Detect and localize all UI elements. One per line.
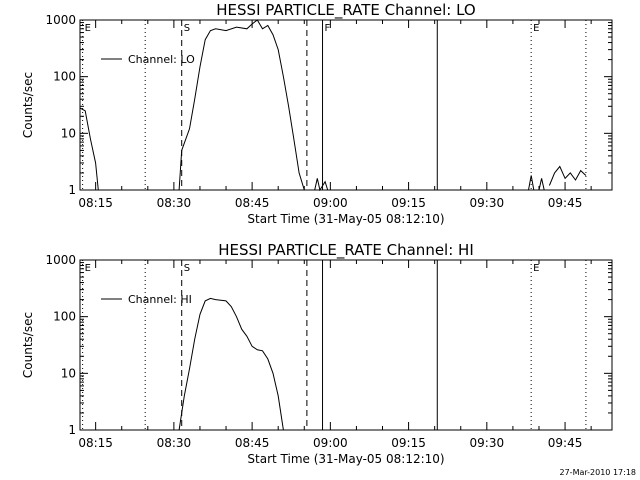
y-tick-label: 10 (61, 126, 76, 140)
chart-panel-1: HESSI PARTICLE_RATE Channel: HI Start Tim… (21, 241, 613, 466)
x-tick-label: 09:45 (548, 436, 583, 450)
x-axis-label: Start Time (31-May-05 08:12:10) (247, 452, 444, 466)
series-line (79, 107, 99, 191)
x-tick-label: 08:45 (235, 196, 270, 210)
event-marker-label: E (85, 23, 91, 34)
event-marker-label: E (85, 263, 91, 274)
series-line (178, 297, 284, 431)
y-tick-label: 1 (68, 423, 76, 437)
y-tick-label: 100 (53, 70, 76, 84)
legend-label: Channel: LO (128, 53, 195, 66)
plot-frame (79, 19, 613, 191)
event-marker-label: E (533, 263, 539, 274)
series-line (548, 165, 587, 186)
x-tick-label: 09:45 (548, 196, 583, 210)
series-line (528, 175, 535, 191)
chart-panel-0: HESSI PARTICLE_RATE Channel: LO Start Tim… (21, 1, 613, 226)
x-tick-label: 09:00 (313, 196, 348, 210)
x-tick-label: 09:30 (470, 436, 505, 450)
y-axis-label: Counts/sec (21, 72, 35, 138)
footer-timestamp: 27-Mar-2010 17:18 (560, 468, 637, 477)
event-marker-label: E (533, 23, 539, 34)
y-tick-label: 10 (61, 366, 76, 380)
event-marker-label: S (184, 23, 190, 34)
series-line (314, 178, 329, 192)
event-marker-label: F (325, 23, 331, 34)
y-axis-label: Counts/sec (21, 312, 35, 378)
series-line (538, 178, 545, 191)
x-tick-label: 08:30 (157, 436, 192, 450)
series-line (178, 19, 305, 191)
y-tick-label: 1000 (45, 253, 76, 267)
legend-label: Channel: HI (128, 293, 192, 306)
x-tick-label: 08:45 (235, 436, 270, 450)
x-tick-label: 09:00 (313, 436, 348, 450)
x-tick-label: 08:15 (78, 436, 113, 450)
x-tick-label: 08:15 (78, 196, 113, 210)
plot-frame (79, 259, 613, 431)
x-tick-label: 08:30 (157, 196, 192, 210)
x-axis-label: Start Time (31-May-05 08:12:10) (247, 212, 444, 226)
y-tick-label: 1 (68, 183, 76, 197)
chart-title: HESSI PARTICLE_RATE Channel: HI (218, 241, 474, 260)
chart-title: HESSI PARTICLE_RATE Channel: LO (216, 1, 475, 20)
x-tick-label: 09:30 (470, 196, 505, 210)
x-tick-label: 09:15 (391, 196, 426, 210)
event-marker-label: S (184, 263, 190, 274)
x-tick-label: 09:15 (391, 436, 426, 450)
y-tick-label: 100 (53, 310, 76, 324)
y-tick-label: 1000 (45, 13, 76, 27)
